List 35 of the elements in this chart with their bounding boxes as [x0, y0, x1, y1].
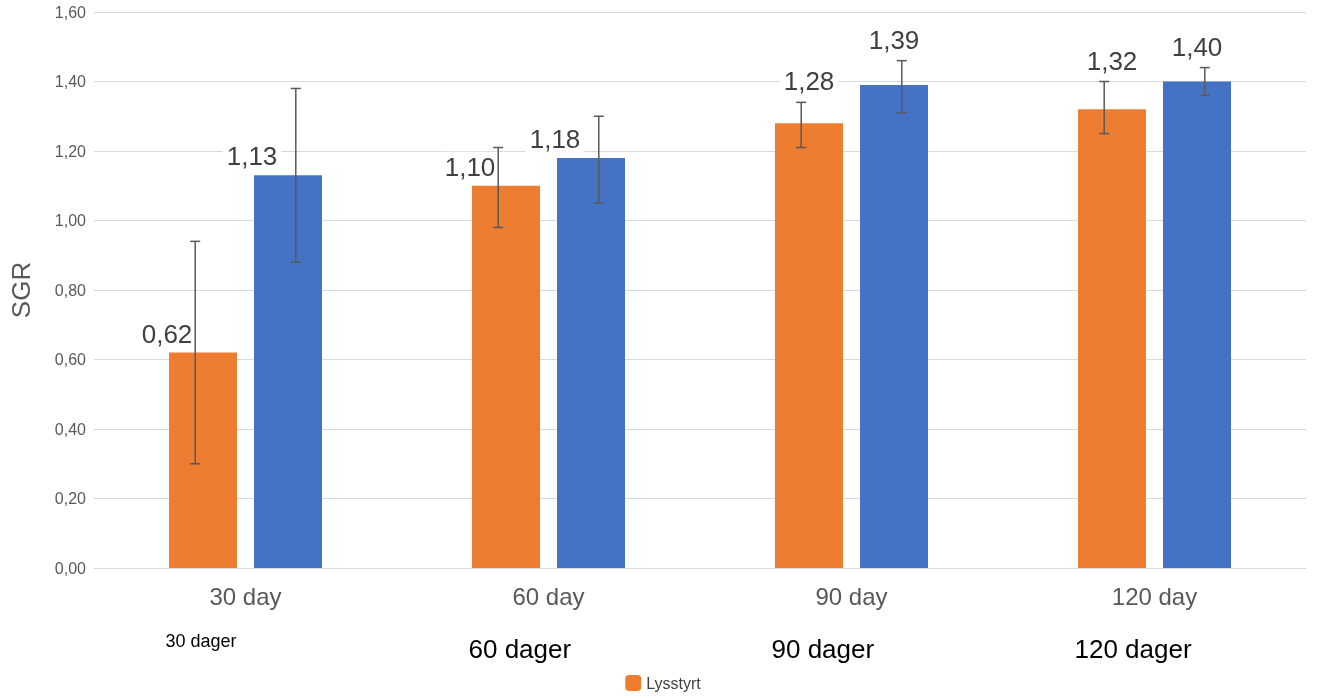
y-axis-title: SGR	[6, 261, 36, 319]
y-tick-label: 0,80	[54, 281, 87, 299]
bar	[169, 352, 237, 568]
x-tick-label: 90 day	[815, 582, 888, 610]
data-label: 0,62	[141, 318, 193, 349]
x-tick-label: 30 day	[209, 582, 282, 610]
y-tick-label: 1,00	[54, 212, 87, 229]
bar	[1163, 81, 1231, 568]
y-tick-label: 1,40	[54, 73, 87, 90]
text: 90 dager	[771, 634, 875, 664]
data-label: 1,13	[226, 141, 278, 172]
y-tick-label: 0,40	[54, 420, 87, 438]
x-tick-label: 60 day	[512, 582, 585, 610]
bar	[775, 123, 843, 568]
x-tick-label: 120 day	[1111, 582, 1198, 610]
data-label: 1,40	[1171, 31, 1223, 62]
text: 60 dager	[468, 634, 572, 664]
legend-label: Lysstyrt	[646, 674, 702, 692]
bar	[1078, 109, 1146, 568]
text: 30 dager	[165, 631, 237, 651]
bar	[254, 175, 322, 568]
bar	[860, 84, 928, 568]
y-tick-label: 1,60	[54, 3, 87, 21]
y-tick-label: 0,60	[54, 351, 87, 368]
data-label: 1,10	[444, 151, 496, 182]
y-tick-label: 0,20	[54, 490, 87, 507]
text: 120 dager	[1074, 634, 1192, 664]
y-tick-label: 0,00	[54, 559, 87, 577]
data-label: 1,32	[1086, 45, 1138, 76]
bar	[557, 157, 625, 568]
bar	[472, 185, 540, 568]
data-label: 1,18	[529, 123, 581, 154]
data-label: 1,28	[783, 66, 835, 97]
data-label: 1,39	[868, 24, 920, 55]
y-tick-label: 1,20	[54, 142, 87, 160]
